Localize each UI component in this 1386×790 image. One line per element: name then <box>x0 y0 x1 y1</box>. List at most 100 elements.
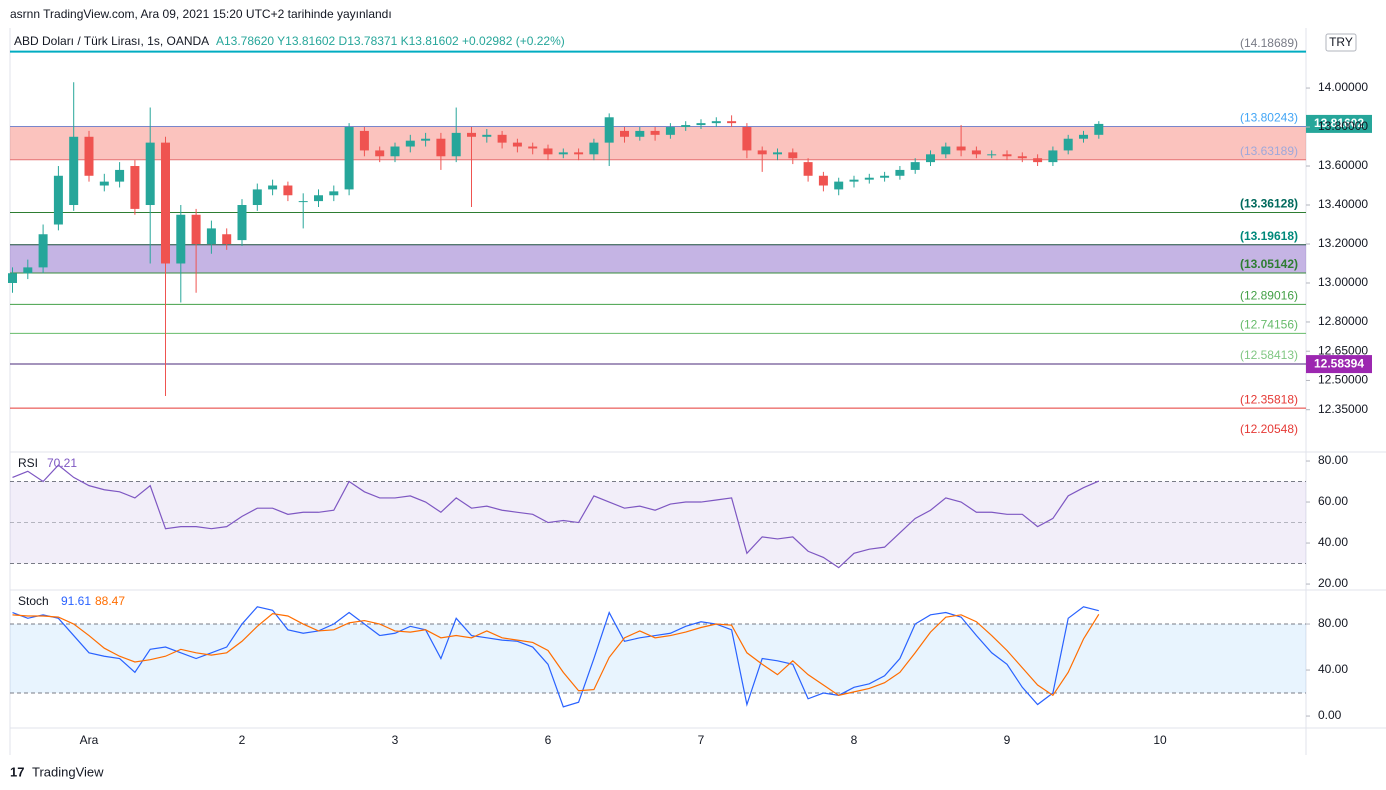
price-tag-label: 12.58394 <box>1314 356 1364 370</box>
candle-body <box>635 130 645 137</box>
currency: TRY <box>1329 35 1353 49</box>
price-level-label: (13.19618) <box>1240 229 1298 243</box>
x-tick-label: 3 <box>392 733 399 747</box>
y-tick-label: 60.00 <box>1318 494 1348 508</box>
y-tick-label: 20.00 <box>1318 576 1348 590</box>
candle-body <box>895 169 905 176</box>
indicator-value: 91.61 <box>61 594 91 608</box>
candle-body <box>451 132 461 157</box>
candle-body <box>268 185 278 190</box>
candle-body <box>711 121 721 124</box>
candle-body <box>864 177 874 180</box>
candle-body <box>834 181 844 190</box>
candle-body <box>8 273 17 283</box>
indicator-line <box>12 464 1100 569</box>
candle-body <box>558 152 568 155</box>
candle-body <box>191 214 201 244</box>
candle-body <box>329 191 339 196</box>
y-tick-label: 13.80000 <box>1318 119 1368 133</box>
band <box>10 624 1306 694</box>
candle-body <box>375 150 385 157</box>
y-tick-label: 14.00000 <box>1318 80 1368 94</box>
y-tick-label: 12.50000 <box>1318 373 1368 387</box>
candle-body <box>145 142 155 206</box>
candle-body <box>283 185 293 196</box>
candle-body <box>956 146 966 151</box>
candle-body <box>604 117 614 143</box>
indicator-line <box>12 606 1099 708</box>
y-tick-label: 13.60000 <box>1318 158 1368 172</box>
y-tick-label: 13.40000 <box>1318 197 1368 211</box>
candle-body <box>1094 123 1104 135</box>
candle-body <box>788 152 798 159</box>
candle-body <box>665 127 675 135</box>
indicator-value: 88.47 <box>95 594 125 608</box>
price-level-label: (12.74156) <box>1240 318 1298 332</box>
footer-logo: TradingView <box>32 764 104 779</box>
price-level-label: (12.20548) <box>1240 422 1298 436</box>
price-level-label: (13.36128) <box>1240 197 1298 211</box>
candle-body <box>23 267 33 274</box>
x-tick-label: Ara <box>80 733 99 747</box>
candle-body <box>467 132 476 137</box>
candle-body <box>298 201 308 203</box>
x-tick-label: 7 <box>698 733 705 747</box>
y-tick-label: 40.00 <box>1318 535 1348 549</box>
candle-body <box>650 130 660 135</box>
candle-body <box>941 146 951 155</box>
x-tick-label: 6 <box>545 733 552 747</box>
y-tick-label: 12.65000 <box>1318 343 1368 357</box>
candle-body <box>206 228 216 244</box>
published-note: asrnn TradingView.com, Ara 09, 2021 15:2… <box>10 7 392 21</box>
candle-body <box>803 162 813 176</box>
currency-box <box>1325 33 1357 52</box>
candle-body <box>359 130 369 151</box>
y-tick-label: 13.20000 <box>1318 236 1368 250</box>
y-tick-label: 80.00 <box>1318 616 1348 630</box>
price-level-label: (12.58413) <box>1240 348 1298 362</box>
candle-body <box>314 195 323 202</box>
candle-body <box>528 146 538 149</box>
candle-body <box>620 130 629 137</box>
candle-body <box>971 150 981 155</box>
price-level-label: (13.05142) <box>1240 257 1298 271</box>
candle-body <box>849 179 859 182</box>
candle-body <box>926 154 935 163</box>
candle-body <box>38 234 48 268</box>
candle-body <box>1002 154 1012 157</box>
candle-body <box>757 150 767 155</box>
candle-body <box>1017 156 1027 159</box>
y-tick-label: 0.00 <box>1318 708 1342 722</box>
price-level-label: (13.63189) <box>1240 144 1298 158</box>
indicator-title: RSI <box>18 456 38 470</box>
price-level-label: (12.89016) <box>1240 289 1298 303</box>
candle-body <box>1063 138 1073 151</box>
candle-body <box>742 127 752 151</box>
candle-body <box>910 162 920 170</box>
candle-body <box>53 175 63 225</box>
candle-body <box>818 175 828 186</box>
y-tick-label: 12.80000 <box>1318 314 1368 328</box>
candle-body <box>773 152 782 155</box>
candle-body <box>681 125 691 128</box>
candle-body <box>436 138 446 157</box>
candle-body <box>252 189 262 206</box>
x-tick-label: 9 <box>1004 733 1011 747</box>
candle-body <box>237 205 247 241</box>
candle-body <box>497 134 507 143</box>
candle-body <box>880 175 890 178</box>
candle-body <box>589 142 599 155</box>
symbol: ABD Doları / Türk Lirası, 1s, OANDA <box>14 34 209 48</box>
candle-body <box>69 136 79 206</box>
logo-icon: 17 <box>10 764 24 779</box>
zone <box>10 244 1306 273</box>
candle-body <box>390 146 400 157</box>
candle-body <box>574 152 584 155</box>
candle-body <box>1033 158 1043 163</box>
candle-body <box>727 121 737 124</box>
candle-body <box>543 148 553 155</box>
price-level-label: (12.35818) <box>1240 392 1298 406</box>
candle-body <box>344 127 354 190</box>
